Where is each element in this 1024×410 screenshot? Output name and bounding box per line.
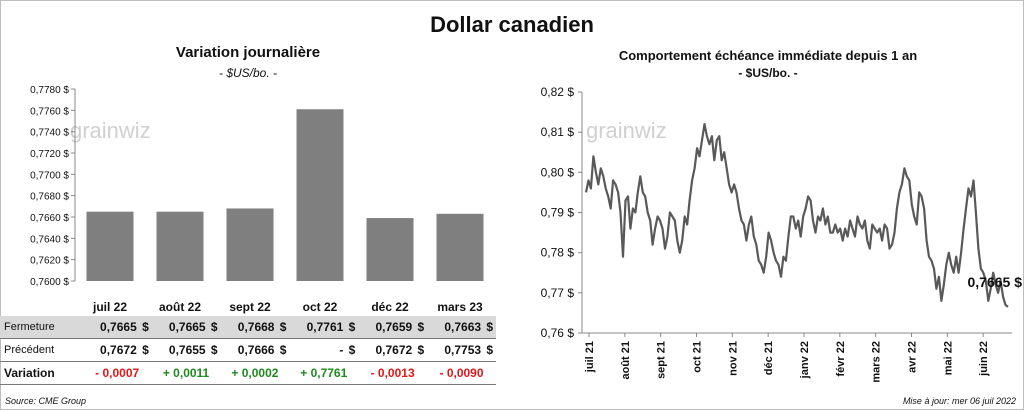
watermark: grainwiz xyxy=(70,118,151,143)
y-tick-label: 0,7700 $ xyxy=(30,170,69,181)
bar xyxy=(366,218,414,281)
bar xyxy=(156,211,204,281)
variation-cell: - 0,0007 xyxy=(82,361,152,385)
fermeture-cell: 0,7665 xyxy=(168,320,206,334)
y-tick-label: 0,76 $ xyxy=(541,326,575,340)
precedent-cell: 0,7655 xyxy=(168,343,206,357)
dollar-sign: $ xyxy=(417,343,425,357)
fermeture-cell: 0,7761 xyxy=(306,320,344,334)
y-tick-label: 0,81 $ xyxy=(541,125,575,139)
bar xyxy=(226,208,274,281)
page-title: Dollar canadien xyxy=(430,12,594,37)
x-tick-label: mars 22 xyxy=(871,341,883,383)
y-tick-label: 0,7720 $ xyxy=(30,149,69,160)
left-chart-title: Variation journalière xyxy=(175,44,321,61)
fermeture-label: Fermeture xyxy=(0,316,83,339)
fermeture-cell: 0,7659 xyxy=(375,320,413,334)
x-tick-label: juil 22 xyxy=(92,300,127,314)
dollar-sign: $ xyxy=(348,320,356,334)
fermeture-cell: 0,7665 xyxy=(100,320,137,334)
left-chart-subtitle: - $US/bo. - xyxy=(218,66,278,80)
x-tick-label: déc 22 xyxy=(371,300,409,314)
table-row-variation: Variation - 0,0007 + 0,0011 + 0,0002 + 0… xyxy=(0,361,496,385)
x-tick-label: sept 22 xyxy=(229,300,271,314)
precedent-label: Précédent xyxy=(0,338,83,362)
variation-cell: - 0,0013 xyxy=(358,361,428,385)
right-chart-title: Comportement échéance immédiate depuis 1… xyxy=(618,48,918,63)
y-tick-label: 0,7680 $ xyxy=(30,192,69,203)
y-tick-label: 0,7740 $ xyxy=(30,128,69,139)
variation-cell: + 0,0011 xyxy=(151,361,221,385)
y-tick-label: 0,7620 $ xyxy=(30,256,69,267)
x-tick-label: avr 22 xyxy=(907,341,919,373)
bar xyxy=(436,213,484,281)
dollar-sign: $ xyxy=(417,320,425,334)
fermeture-cell: 0,7668 xyxy=(237,320,275,334)
precedent-cell: 0,7666 xyxy=(237,343,275,357)
dollar-sign: $ xyxy=(279,343,287,357)
source-note: Source: CME Group xyxy=(5,396,87,406)
y-tick-label: 0,7760 $ xyxy=(30,106,69,117)
variation-cell: + 0,0002 xyxy=(220,361,290,385)
x-tick-label: sept 21 xyxy=(656,341,668,379)
precedent-cell: 0,7672 xyxy=(100,343,137,357)
y-tick-label: 0,7780 $ xyxy=(30,85,69,96)
bar xyxy=(86,211,134,281)
precedent-cell: 0,7753 xyxy=(444,343,482,357)
variation-label: Variation xyxy=(0,361,83,385)
x-tick-label: août 21 xyxy=(620,341,632,380)
one-year-line-chart: grainwiz 0,76 $ 0,77 $ 0,78 $ 0,79 $ 0,80 $ 0,… xyxy=(541,85,1023,383)
price-series-line xyxy=(584,122,1009,308)
y-tick-label: 0,79 $ xyxy=(541,206,575,220)
table-row-precedent: Précédent 0,7672 $ 0,7655 $ 0,7666 $ - $ 0,7… xyxy=(0,338,496,362)
x-tick-label: juil 21 xyxy=(584,341,596,373)
watermark: grainwiz xyxy=(586,118,667,143)
x-tick-label: janv 22 xyxy=(799,341,811,379)
update-note: Mise à jour: mer 06 juil 2022 xyxy=(902,396,1016,406)
dollar-sign: $ xyxy=(486,320,494,334)
dollar-sign: $ xyxy=(486,343,494,357)
y-tick-label: 0,78 $ xyxy=(541,246,575,260)
dollar-sign: $ xyxy=(348,343,356,357)
table-row-fermeture: Fermeture 0,7665 $ 0,7665 $ 0,7668 $ 0,7761… xyxy=(0,316,496,339)
x-tick-label: oct 21 xyxy=(692,341,704,373)
price-table: Fermeture 0,7665 $ 0,7665 $ 0,7668 $ 0,7761… xyxy=(0,316,496,385)
dollar-sign: $ xyxy=(210,320,218,334)
dollar-sign: $ xyxy=(142,343,149,357)
daily-variation-bar-chart: grainwiz 0,7600 $ 0,7620 $ 0,7640 $ 0,7660 $… xyxy=(30,85,484,314)
y-tick-label: 0,7660 $ xyxy=(30,213,69,224)
dollar-sign: $ xyxy=(142,320,149,334)
last-value-label: 0,7665 $ xyxy=(968,274,1023,290)
x-tick-label: déc 21 xyxy=(763,341,775,375)
y-tick-label: 0,7600 $ xyxy=(30,277,69,288)
y-tick-label: 0,80 $ xyxy=(541,165,575,179)
x-tick-label: mai 22 xyxy=(942,341,954,375)
y-tick-label: 0,82 $ xyxy=(541,85,575,99)
y-tick-label: 0,77 $ xyxy=(541,286,575,300)
x-tick-label: nov 21 xyxy=(727,341,739,376)
x-tick-label: août 22 xyxy=(159,300,201,314)
x-tick-label: juin 22 xyxy=(978,341,990,377)
x-tick-label: févr 22 xyxy=(835,341,847,376)
right-chart-subtitle: - $US/bo. - xyxy=(738,66,798,80)
precedent-cell: 0,7672 xyxy=(375,343,413,357)
variation-cell: - 0,0090 xyxy=(427,361,496,385)
dollar-sign: $ xyxy=(279,320,287,334)
dollar-sign: $ xyxy=(210,343,218,357)
precedent-cell: - xyxy=(339,343,344,357)
y-tick-label: 0,7640 $ xyxy=(30,234,69,245)
x-tick-label: oct 22 xyxy=(303,300,338,314)
fermeture-cell: 0,7663 xyxy=(444,320,482,334)
bar xyxy=(296,109,344,281)
x-tick-label: mars 23 xyxy=(437,300,483,314)
variation-cell: + 0,7761 xyxy=(289,361,359,385)
